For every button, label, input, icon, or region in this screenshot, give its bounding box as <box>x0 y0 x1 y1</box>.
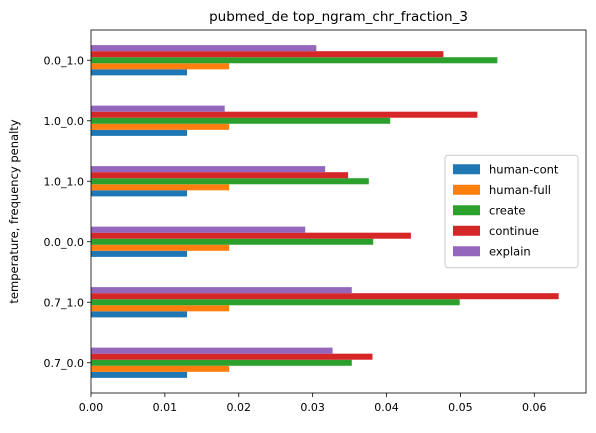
bar-human-cont-0.0_0.0 <box>91 250 188 257</box>
bar-create-1.0_1.0 <box>91 178 369 185</box>
x-tick-label: 0.02 <box>227 401 252 414</box>
x-tick-label: 0.04 <box>374 401 399 414</box>
y-tick-label: 0.0_0.0 <box>44 236 85 249</box>
legend: human-cont human-full create continue explai… <box>444 154 579 269</box>
legend-label-explain: explain <box>489 244 531 258</box>
bar-explain-0.7_0.0 <box>91 347 333 354</box>
x-axis: 0.00 0.01 0.02 0.03 0.04 0.05 0.06 <box>79 393 547 414</box>
bar-human-full-1.0_0.0 <box>91 123 230 130</box>
y-axis: 0.7_0.0 0.7_1.0 0.0_0.0 1.0_1.0 1.0_0.0 0.0_1… <box>44 54 91 370</box>
legend-swatch-create <box>453 205 480 216</box>
bar-continue-0.0_0.0 <box>91 232 411 239</box>
y-tick-label: 1.0_1.0 <box>44 175 85 188</box>
bar-create-0.0_0.0 <box>91 238 374 245</box>
axes-frame <box>90 29 587 394</box>
bar-explain-0.0_0.0 <box>91 226 306 233</box>
x-tick-label: 0.00 <box>79 401 104 414</box>
y-tick-label: 1.0_0.0 <box>44 115 85 128</box>
chart-title: pubmed_de top_ngram_chr_fraction_3 <box>209 9 468 25</box>
bar-human-full-0.0_0.0 <box>91 244 230 251</box>
bar-continue-1.0_0.0 <box>91 111 478 118</box>
y-tick-label: 0.7_0.0 <box>44 357 85 370</box>
legend-label-human-full: human-full <box>489 183 551 197</box>
x-tick-label: 0.03 <box>300 401 325 414</box>
bar-explain-0.7_1.0 <box>91 287 352 294</box>
legend-swatch-human-cont <box>453 164 480 175</box>
y-axis-label: temperature, frequency penalty <box>7 119 21 303</box>
bar-create-0.7_0.0 <box>91 359 352 366</box>
bar-human-full-0.0_1.0 <box>91 63 230 70</box>
bar-continue-0.0_1.0 <box>91 51 444 58</box>
bar-explain-1.0_0.0 <box>91 105 225 112</box>
x-tick-label: 0.06 <box>522 401 547 414</box>
legend-label-create: create <box>489 203 526 217</box>
bar-human-full-0.7_0.0 <box>91 365 230 372</box>
legend-label-continue: continue <box>489 224 539 238</box>
bar-explain-0.0_1.0 <box>91 45 317 52</box>
bar-create-0.7_1.0 <box>91 299 460 306</box>
bar-human-cont-1.0_1.0 <box>91 190 188 197</box>
bar-human-cont-1.0_0.0 <box>91 129 188 136</box>
bar-continue-1.0_1.0 <box>91 172 349 179</box>
bar-create-1.0_0.0 <box>91 117 391 124</box>
legend-label-human-cont: human-cont <box>489 162 559 176</box>
bar-explain-1.0_1.0 <box>91 166 326 173</box>
legend-swatch-continue <box>453 225 480 236</box>
y-tick-label: 0.7_1.0 <box>44 296 85 309</box>
bar-human-full-1.0_1.0 <box>91 184 230 191</box>
bar-human-cont-0.7_0.0 <box>91 371 188 378</box>
legend-swatch-human-full <box>453 184 480 195</box>
legend-swatch-explain <box>453 246 480 257</box>
bar-human-cont-0.7_1.0 <box>91 311 188 318</box>
bars <box>91 45 559 378</box>
bar-continue-0.7_0.0 <box>91 353 373 360</box>
bar-human-cont-0.0_1.0 <box>91 69 188 76</box>
bar-create-0.0_1.0 <box>91 57 498 64</box>
legend-box <box>444 154 579 269</box>
x-tick-label: 0.05 <box>448 401 473 414</box>
bar-human-full-0.7_1.0 <box>91 305 230 312</box>
y-tick-label: 0.0_1.0 <box>44 54 85 67</box>
bar-continue-0.7_1.0 <box>91 293 559 300</box>
x-tick-label: 0.01 <box>153 401 178 414</box>
